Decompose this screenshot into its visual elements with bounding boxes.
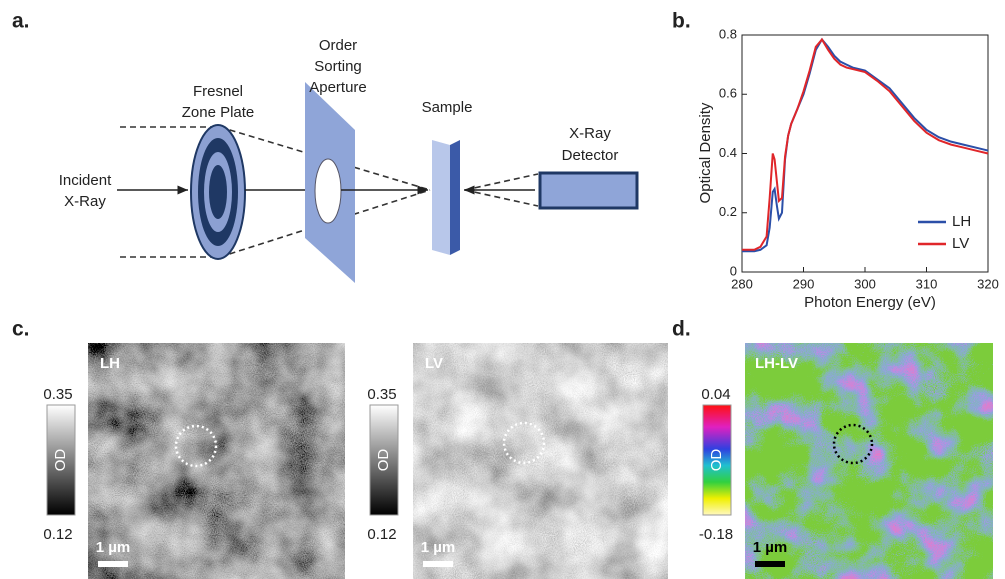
y-tick-label: 0.4 — [719, 145, 737, 160]
image-label: LH-LV — [755, 355, 798, 372]
diagram-label: Detector — [562, 147, 619, 164]
y-tick-label: 0.2 — [719, 204, 737, 219]
image-panel: LH 1 µm OD 0.35 0.12 — [43, 343, 345, 579]
x-tick-label: 320 — [977, 276, 999, 291]
diagram-label: X-Ray — [569, 125, 611, 142]
panel-label: d. — [672, 318, 691, 341]
colorbar-max: 0.04 — [701, 386, 730, 403]
colorbar-min: 0.12 — [43, 526, 72, 543]
panel-label: b. — [672, 10, 691, 33]
diagram: Incident X-Ray Fresnel Zone Plate Order … — [59, 37, 637, 283]
diagram-label: Sorting — [314, 58, 362, 75]
scale-bar-label: 1 µm — [753, 539, 788, 556]
x-tick-label: 290 — [793, 276, 815, 291]
colorbar-label: OD — [375, 449, 392, 472]
line-chart: Photon Energy (eV) Optical Density 280 29… — [697, 26, 999, 311]
panel-label: c. — [12, 318, 30, 341]
colorbar-label: OD — [708, 449, 725, 472]
image-label: LH — [100, 355, 120, 372]
y-axis-title: Optical Density — [697, 102, 714, 203]
diagram-label: Zone Plate — [182, 104, 255, 121]
x-tick-label: 280 — [731, 276, 753, 291]
diagram-label: Aperture — [309, 79, 367, 96]
image-label: LV — [425, 355, 443, 372]
diagram-label: Sample — [422, 99, 473, 116]
legend-label: LH — [952, 213, 971, 230]
x-axis-title: Photon Energy (eV) — [804, 294, 936, 311]
diagram-label: Order — [319, 37, 357, 54]
colorbar-min: -0.18 — [699, 526, 733, 543]
scale-bar-label: 1 µm — [421, 539, 456, 556]
image-panel: LV 1 µm OD 0.35 0.12 — [367, 343, 668, 579]
diagram-label: Fresnel — [193, 83, 243, 100]
diagram-label: Incident — [59, 172, 112, 189]
diagram-label: X-Ray — [64, 193, 106, 210]
y-tick-label: 0 — [730, 263, 737, 278]
y-tick-label: 0.8 — [719, 26, 737, 41]
figure: a. b. c. d. Incident X-Ray Fresnel Zone … — [0, 0, 1005, 579]
x-tick-label: 310 — [916, 276, 938, 291]
image-panel: LH-LV 1 µm OD 0.04 -0.18 — [699, 343, 993, 579]
panel-label: a. — [12, 10, 30, 33]
legend-label: LV — [952, 235, 969, 252]
colorbar-label: OD — [52, 449, 69, 472]
colorbar-max: 0.35 — [43, 386, 72, 403]
y-tick-label: 0.6 — [719, 86, 737, 101]
x-tick-label: 300 — [854, 276, 876, 291]
colorbar-min: 0.12 — [367, 526, 396, 543]
scale-bar-label: 1 µm — [96, 539, 131, 556]
colorbar-max: 0.35 — [367, 386, 396, 403]
